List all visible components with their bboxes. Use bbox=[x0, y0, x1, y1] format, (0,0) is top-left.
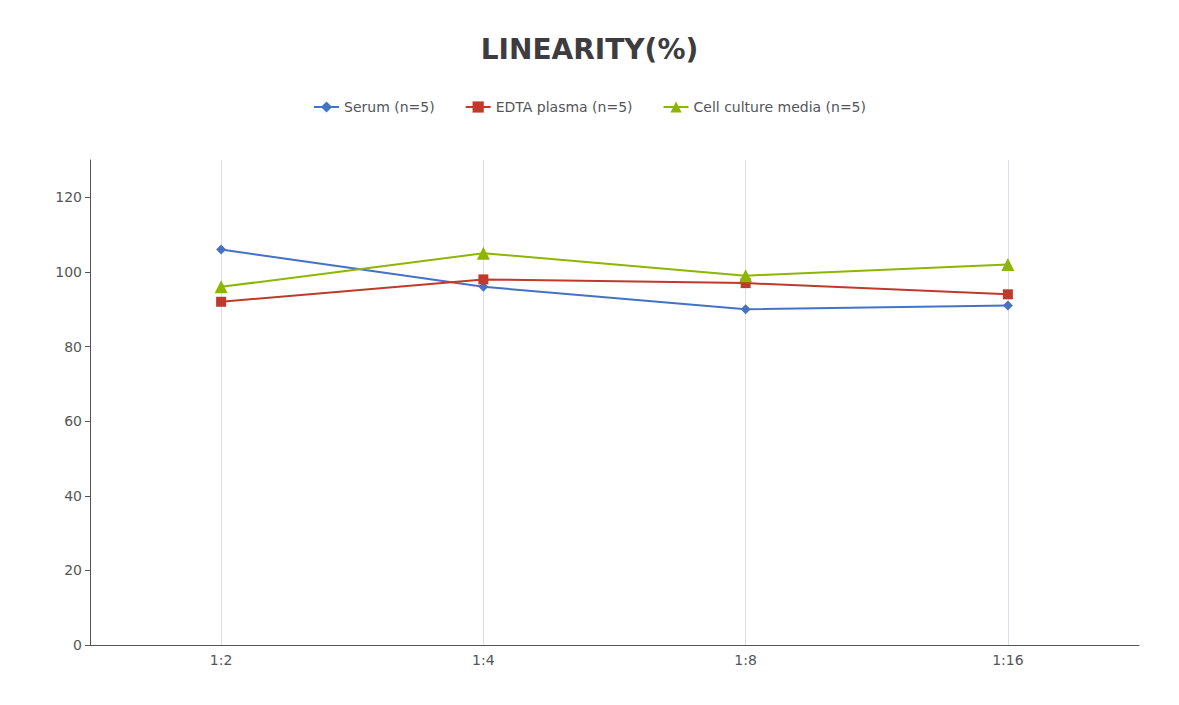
svg-text:LINEARITY(%): LINEARITY(%) bbox=[481, 33, 699, 66]
svg-text:40: 40 bbox=[64, 488, 82, 504]
svg-text:80: 80 bbox=[64, 339, 82, 355]
svg-text:120: 120 bbox=[55, 189, 82, 205]
svg-text:1:2: 1:2 bbox=[210, 652, 233, 668]
svg-text:1:4: 1:4 bbox=[472, 652, 495, 668]
svg-text:0: 0 bbox=[73, 637, 82, 653]
svg-text:Cell culture media (n=5): Cell culture media (n=5) bbox=[694, 99, 866, 115]
svg-text:EDTA plasma (n=5): EDTA plasma (n=5) bbox=[496, 99, 633, 115]
svg-text:Serum (n=5): Serum (n=5) bbox=[344, 99, 435, 115]
svg-text:60: 60 bbox=[64, 413, 82, 429]
svg-text:100: 100 bbox=[55, 264, 82, 280]
svg-text:20: 20 bbox=[64, 562, 82, 578]
svg-text:1:8: 1:8 bbox=[734, 652, 757, 668]
svg-text:1:16: 1:16 bbox=[992, 652, 1024, 668]
